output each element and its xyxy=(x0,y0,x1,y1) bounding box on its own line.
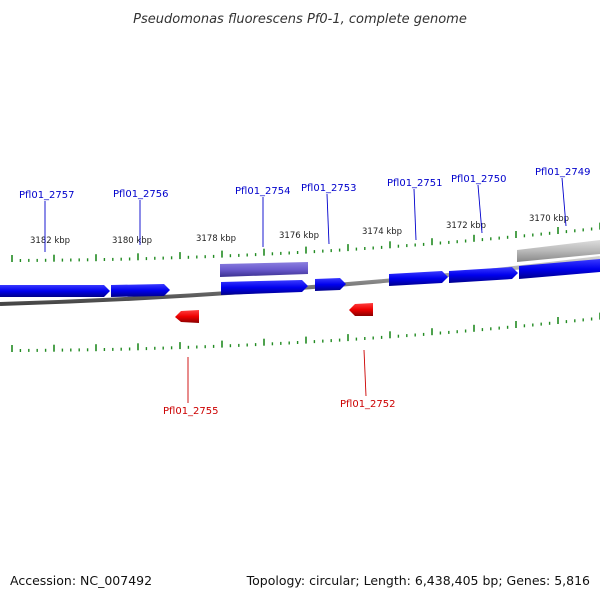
kbp-label: 3180 kbp xyxy=(112,236,152,246)
kbp-label: 3174 kbp xyxy=(362,227,402,237)
label-leader-line xyxy=(477,184,483,234)
gene-arrow-pfl01-2753 xyxy=(315,278,346,291)
gene-arrow-pfl01-2756 xyxy=(111,284,170,297)
gene-arrow-pfl01-2749 xyxy=(519,259,600,279)
reverse-gene-labels: Pfl01_2755 Pfl01_2752 xyxy=(163,349,396,417)
label-leader-line xyxy=(561,177,567,227)
gene-arrow-pfl01-2754-highlight xyxy=(220,262,308,277)
gene-arrow-pfl01-2752 xyxy=(349,303,373,316)
gene-label-pfl01-2752[interactable]: Pfl01_2752 xyxy=(340,399,396,410)
gene-label-pfl01-2751[interactable]: Pfl01_2751 xyxy=(387,178,443,189)
accession-label: Accession: NC_007492 xyxy=(10,573,152,588)
gene-label-pfl01-2755[interactable]: Pfl01_2755 xyxy=(163,406,219,417)
kbp-label: 3182 kbp xyxy=(30,236,70,246)
forward-gene-labels: Pfl01_2757 Pfl01_2756 Pfl01_2754 Pfl01_2… xyxy=(19,167,591,252)
gene-arrow-pfl01-2750 xyxy=(449,267,518,283)
gene-arrow-pfl01-2754 xyxy=(221,280,308,295)
kbp-label: 3176 kbp xyxy=(279,231,319,241)
gene-arrow-pfl01-2751 xyxy=(389,271,448,286)
gene-arrow-grey xyxy=(517,240,600,262)
gene-label-pfl01-2754[interactable]: Pfl01_2754 xyxy=(235,186,291,197)
kbp-label: 3172 kbp xyxy=(446,221,486,231)
label-leader-line xyxy=(363,349,367,397)
gene-label-pfl01-2750[interactable]: Pfl01_2750 xyxy=(451,174,507,185)
map-title: Pseudomonas fluorescens Pf0-1, complete … xyxy=(133,12,467,27)
label-leader-line xyxy=(326,193,330,245)
gene-label-pfl01-2749[interactable]: Pfl01_2749 xyxy=(535,167,591,178)
kbp-label: 3170 kbp xyxy=(529,214,569,224)
gene-label-pfl01-2757[interactable]: Pfl01_2757 xyxy=(19,190,75,201)
gene-label-pfl01-2756[interactable]: Pfl01_2756 xyxy=(113,189,169,200)
gene-arrow-pfl01-2757 xyxy=(0,285,110,297)
inner-tick-track xyxy=(11,312,600,352)
outer-tick-track xyxy=(11,222,600,262)
genome-summary-label: Topology: circular; Length: 6,438,405 bp… xyxy=(246,573,590,588)
gene-arrow-pfl01-2755 xyxy=(175,310,199,323)
gene-label-pfl01-2753[interactable]: Pfl01_2753 xyxy=(301,183,357,194)
kbp-label: 3178 kbp xyxy=(196,234,236,244)
label-leader-line xyxy=(413,188,417,241)
kbp-scale-labels: 3182 kbp 3180 kbp 3178 kbp 3176 kbp 3174… xyxy=(30,214,569,246)
